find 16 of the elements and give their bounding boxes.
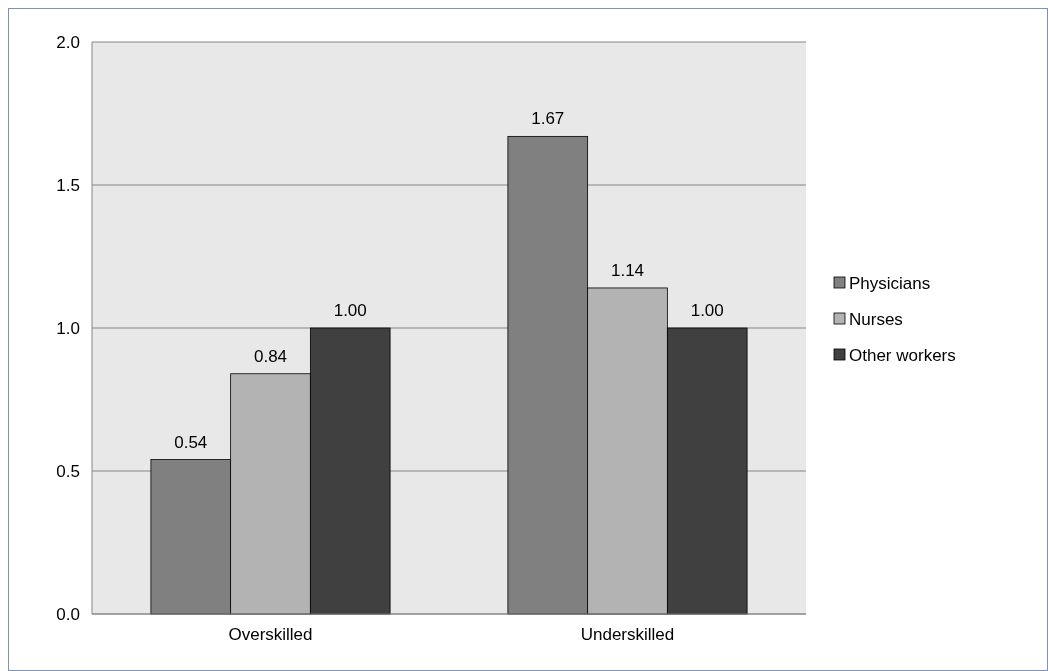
- legend-label: Physicians: [849, 273, 931, 293]
- legend-label: Nurses: [849, 309, 903, 329]
- y-tick-label: 0.5: [56, 461, 80, 481]
- y-tick-label: 1.0: [56, 318, 80, 338]
- legend-label: Other workers: [849, 345, 956, 365]
- y-tick-label: 2.0: [56, 32, 80, 52]
- y-tick-label: 0.0: [56, 604, 80, 624]
- data-label: 0.84: [253, 346, 288, 366]
- x-tick-label: Overskilled: [228, 625, 313, 644]
- data-label: 1.14: [610, 260, 645, 280]
- y-tick-label: 1.5: [56, 175, 80, 195]
- x-tick-label: Underskilled: [580, 625, 675, 644]
- data-label: 1.67: [531, 109, 565, 129]
- data-label: 1.00: [690, 301, 724, 320]
- data-label: 1.00: [333, 301, 367, 320]
- data-label: 0.54: [174, 432, 208, 452]
